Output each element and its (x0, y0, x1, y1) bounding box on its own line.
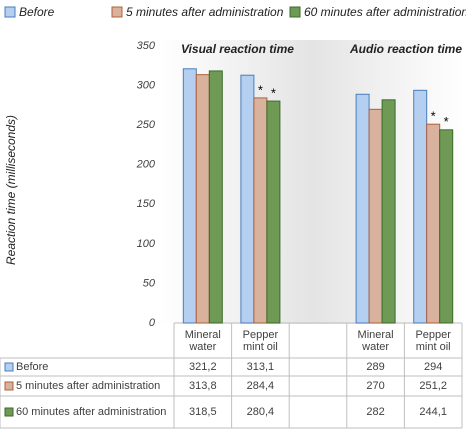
bar (355, 93, 370, 324)
table-value: 321,2 (189, 361, 217, 373)
table-value-box: 313,8 (189, 380, 217, 392)
table-value: 251,2 (419, 380, 447, 392)
x-tick-label-box: Mineral water (357, 329, 394, 353)
y-tick-label: 200 (136, 159, 156, 171)
y-tick-label: 150 (137, 198, 156, 210)
row-header-box: Before (16, 361, 49, 373)
bar (240, 74, 255, 324)
table-value: 244,1 (419, 406, 447, 418)
row-header-box: 5 minutes after administration (16, 380, 161, 392)
table-value: 294 (424, 361, 443, 373)
table-value-box: 244,1 (419, 406, 447, 418)
bar (426, 123, 441, 324)
significance-marker: * (431, 109, 436, 124)
bar (208, 70, 223, 324)
legend-swatch (111, 6, 123, 18)
y-axis-title: Reaction time (milliseconds) (4, 115, 18, 265)
table-value: 289 (366, 361, 385, 373)
y-tick-label: 300 (137, 79, 156, 91)
significance-marker: * (444, 114, 449, 129)
x-tick-label-box: Pepper mint oil (242, 329, 279, 353)
table-value: 313,8 (189, 380, 217, 392)
x-tick-label: Mineral water (184, 329, 221, 353)
x-tick-label-box: Mineral water (184, 329, 221, 353)
bar (439, 129, 454, 324)
y-tick-label: 0 (149, 317, 156, 329)
significance-marker: * (258, 82, 263, 97)
legend-label: 5 minutes after administration (126, 5, 284, 19)
table-value-box: 251,2 (419, 380, 447, 392)
table-value-box: 284,4 (246, 380, 275, 392)
x-tick-label-box: Pepper mint oil (415, 329, 451, 353)
bar (381, 99, 396, 324)
table-value-box: 321,2 (189, 361, 217, 373)
y-tick-label: 50 (143, 277, 156, 289)
table-value-box: 289 (366, 361, 385, 373)
table-value-box: 313,1 (246, 361, 275, 373)
table-value: 313,1 (246, 361, 275, 373)
table-swatch (4, 362, 14, 372)
table-swatch (4, 381, 14, 391)
table-value-box: 270 (366, 380, 385, 392)
bar (253, 97, 268, 324)
table-value-box: 280,4 (246, 406, 275, 418)
table-value: 282 (366, 406, 385, 418)
table-value-box: 294 (424, 361, 443, 373)
table-value: 280,4 (246, 406, 275, 418)
legend-swatch (289, 6, 301, 18)
row-header: 5 minutes after administration (16, 380, 161, 392)
bar (368, 108, 383, 324)
annotation: Audio reaction time (349, 42, 462, 56)
bar (195, 74, 210, 324)
table-swatch (4, 407, 14, 417)
bar (266, 100, 281, 324)
table-value-box: 318,5 (189, 406, 217, 418)
y-tick-label: 100 (137, 238, 156, 250)
y-tick-label: 350 (137, 40, 156, 52)
bar (182, 68, 197, 324)
bar (413, 89, 428, 324)
row-header: Before (16, 361, 49, 373)
table-value: 270 (366, 380, 385, 392)
x-tick-label: Pepper mint oil (242, 329, 279, 353)
x-tick-label: Mineral water (357, 329, 394, 353)
x-tick-label: Pepper mint oil (415, 329, 451, 353)
table-value: 318,5 (189, 406, 217, 418)
y-tick-label: 250 (136, 119, 156, 131)
row-header-box: 60 minutes after administration (16, 406, 167, 418)
table-value: 284,4 (246, 380, 275, 392)
row-header: 60 minutes after administration (16, 406, 167, 418)
annotation: Visual reaction time (181, 42, 294, 56)
legend-label: 60 minutes after administration (304, 5, 466, 19)
legend-label: Before (19, 5, 55, 19)
significance-marker: * (271, 86, 276, 101)
table-value-box: 282 (366, 406, 385, 418)
legend-swatch (4, 6, 16, 18)
